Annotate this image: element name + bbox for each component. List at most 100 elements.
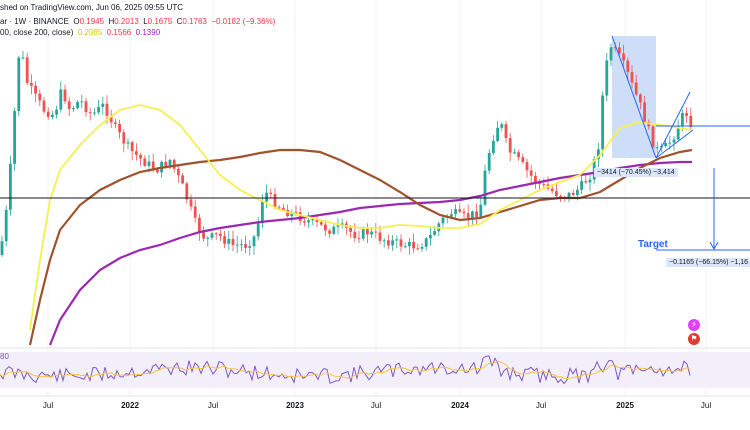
x-tick-label: Jul [700,401,712,410]
candle-body [420,246,424,249]
candle-body [202,232,205,239]
drawdown-label: −3414 (−70.45%) −3,414 [594,168,678,177]
candle-body [240,244,243,246]
candle-body [374,231,378,233]
candle-body [269,192,273,194]
candle-body [466,213,470,218]
candle-body [315,218,319,223]
candle-body [227,238,231,244]
flag-icon[interactable]: ⚑ [688,333,700,345]
candle-body [424,238,428,247]
candle-body [164,161,168,167]
candle-body [382,240,386,242]
candle-body [513,152,516,154]
candle-body [206,237,210,239]
candle-body [529,170,533,176]
candle-body [122,132,126,144]
candle-body [580,181,583,190]
candle-body [59,89,63,110]
candle-body [97,106,100,113]
candle-body [156,169,159,173]
candle-body [0,241,4,255]
candle-body [471,211,474,218]
candle-body [340,223,344,226]
candle-body [143,158,147,166]
candle-body [500,124,504,128]
candle-body [584,181,588,183]
candle-body [597,149,600,160]
symbol-line: ar · 1W · BINANCE O0.1945 H0.2013 L0.167… [0,17,276,26]
candles-layer [0,42,693,257]
candle-body [55,109,58,115]
candle-body [244,244,247,248]
candle-body [67,101,71,109]
x-tick-label: 2023 [286,401,304,410]
candle-body [231,238,235,245]
candle-body [185,183,189,200]
candle-body [88,112,92,114]
candle-body [181,175,184,184]
wedge-upper [655,91,691,159]
candle-body [139,154,142,159]
candle-body [319,222,323,225]
candle-body [668,142,672,144]
trend-line-down [611,35,657,159]
candle-body [84,101,88,113]
published-line: shed on TradingView.com, Jun 06, 2025 09… [0,3,184,12]
candle-body [9,163,12,210]
candle-body [550,188,554,192]
candle-body [93,112,96,114]
candle-body [328,230,331,234]
candle-body [298,212,302,222]
rsi-line [0,355,691,385]
candle-body [643,102,646,122]
rsi-ma-line [0,360,691,379]
candle-body [265,192,268,202]
candle-body [576,189,579,195]
candle-body [609,47,613,61]
candle-body [517,152,520,158]
candle-body [76,101,79,109]
candle-body [63,89,67,102]
candle-body [571,192,575,195]
candle-body [492,141,495,153]
candle-body [80,101,84,103]
candle-body [307,220,310,223]
candle-body [17,57,21,112]
candle-body [458,209,462,212]
candle-body [534,175,537,183]
x-tick-label: Jul [207,401,219,410]
candle-body [588,179,592,183]
wedge-lower [655,129,694,159]
candle-body [479,204,483,218]
candle-body [126,142,130,144]
candle-body [13,111,16,164]
candle-body [172,159,176,169]
candle-body [30,82,33,86]
candle-body [294,212,298,214]
target-arrow-head [709,241,719,251]
candle-body [311,218,315,221]
candle-body [46,111,50,117]
candle-body [277,207,281,209]
candle-body [441,217,445,224]
candle-body [25,57,29,83]
candle-body [151,161,155,170]
candle-body [72,108,75,110]
x-tick-label: Jul [535,401,547,410]
candle-body [672,139,676,143]
candle-body [105,103,109,116]
candle-body [395,239,399,241]
candle-body [403,246,407,248]
candle-body [223,236,226,244]
candle-body [324,224,327,231]
candle-body [248,246,252,248]
x-tick-label: Jul [370,401,382,410]
candle-body [198,217,201,233]
candle-body [261,201,264,224]
lightning-icon[interactable]: ⚡ [688,319,700,331]
candle-body [685,113,688,116]
candle-body [4,209,8,242]
candle-body [34,85,37,94]
